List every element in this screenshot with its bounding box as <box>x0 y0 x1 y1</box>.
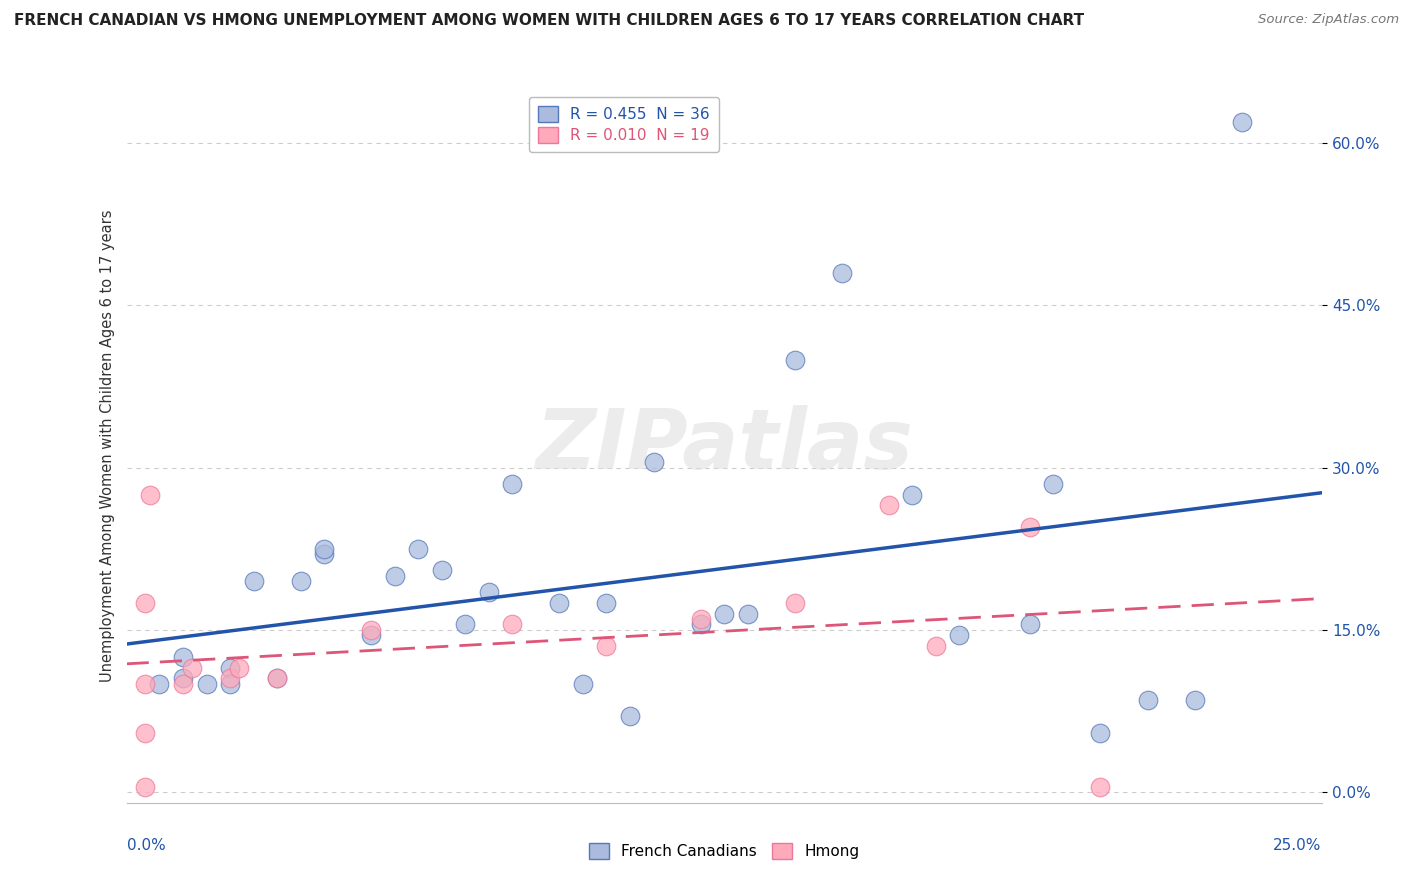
Point <box>713 607 735 621</box>
Point <box>134 677 156 691</box>
Point <box>1136 693 1159 707</box>
Point <box>172 672 194 686</box>
Point <box>1230 114 1253 128</box>
Point <box>172 677 194 691</box>
Point <box>478 585 501 599</box>
Point <box>1090 725 1112 739</box>
Point <box>737 607 759 621</box>
Point <box>783 352 806 367</box>
Point <box>831 266 853 280</box>
Point <box>689 612 711 626</box>
Point <box>219 672 242 686</box>
Point <box>172 649 194 664</box>
Point <box>1019 520 1042 534</box>
Point <box>430 563 453 577</box>
Legend: French Canadians, Hmong: French Canadians, Hmong <box>581 835 868 866</box>
Text: ZIPatlas: ZIPatlas <box>536 406 912 486</box>
Point <box>501 476 523 491</box>
Point <box>783 596 806 610</box>
Point <box>148 677 170 691</box>
Point <box>925 639 948 653</box>
Point <box>406 541 429 556</box>
Point <box>901 488 924 502</box>
Point <box>1184 693 1206 707</box>
Point <box>501 617 523 632</box>
Point <box>1090 780 1112 794</box>
Point <box>134 780 156 794</box>
Text: Source: ZipAtlas.com: Source: ZipAtlas.com <box>1258 13 1399 27</box>
Point <box>314 547 336 561</box>
Point <box>595 639 617 653</box>
Point <box>1019 617 1042 632</box>
Point <box>360 623 382 637</box>
Point <box>266 672 288 686</box>
Point <box>181 660 204 674</box>
Text: 25.0%: 25.0% <box>1274 838 1322 854</box>
Point <box>139 488 162 502</box>
Point <box>384 568 406 582</box>
Point <box>290 574 312 589</box>
Point <box>454 617 477 632</box>
Point <box>548 596 571 610</box>
Point <box>643 455 665 469</box>
Point <box>219 660 242 674</box>
Point <box>572 677 595 691</box>
Y-axis label: Unemployment Among Women with Children Ages 6 to 17 years: Unemployment Among Women with Children A… <box>100 210 115 682</box>
Point <box>360 628 382 642</box>
Point <box>266 672 288 686</box>
Point <box>134 725 156 739</box>
Point <box>619 709 641 723</box>
Point <box>877 499 900 513</box>
Point <box>228 660 250 674</box>
Point <box>948 628 970 642</box>
Point <box>689 617 711 632</box>
Point <box>314 541 336 556</box>
Point <box>595 596 617 610</box>
Point <box>219 677 242 691</box>
Point <box>242 574 264 589</box>
Text: 0.0%: 0.0% <box>127 838 166 854</box>
Text: FRENCH CANADIAN VS HMONG UNEMPLOYMENT AMONG WOMEN WITH CHILDREN AGES 6 TO 17 YEA: FRENCH CANADIAN VS HMONG UNEMPLOYMENT AM… <box>14 13 1084 29</box>
Point <box>195 677 218 691</box>
Point <box>1042 476 1064 491</box>
Point <box>134 596 156 610</box>
